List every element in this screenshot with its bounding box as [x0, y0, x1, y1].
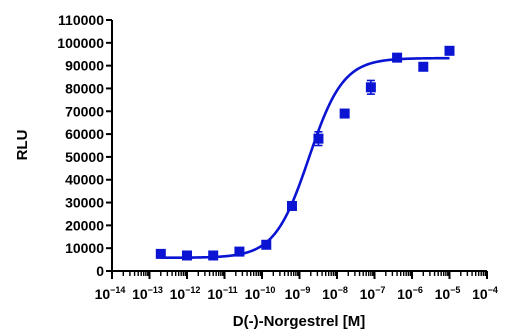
y-tick-label: 0 — [96, 263, 104, 279]
x-axis-title: D(-)-Norgestrel [M] — [233, 313, 366, 330]
y-tick-label: 100000 — [57, 35, 104, 51]
y-tick-label: 20000 — [65, 217, 104, 233]
y-tick-label: 10000 — [65, 240, 104, 256]
x-tick-label: 10−11 — [207, 285, 237, 302]
x-tick-label: 10−12 — [170, 285, 201, 302]
data-point — [339, 108, 350, 119]
y-tick-label: 80000 — [65, 80, 104, 96]
y-tick-label: 30000 — [65, 195, 104, 211]
x-tick-label: 10−7 — [360, 285, 386, 302]
data-point — [313, 133, 324, 144]
x-tick-label: 10−13 — [132, 285, 163, 302]
x-tick-label: 10−5 — [435, 285, 461, 302]
y-tick-label: 70000 — [65, 103, 104, 119]
data-point — [365, 82, 376, 93]
x-tick-label: 10−10 — [245, 285, 276, 302]
y-tick-label: 40000 — [65, 172, 104, 188]
data-point — [418, 61, 429, 72]
y-tick-label: 110000 — [58, 12, 104, 28]
x-tick-label: 10−9 — [285, 285, 311, 302]
x-tick-label: 10−4 — [472, 285, 498, 302]
y-tick-label: 60000 — [65, 126, 104, 142]
y-tick-label: 50000 — [65, 149, 104, 165]
y-axis: 0 10000 20000 30000 40000 50000 60000 70000 8000… — [57, 12, 113, 279]
y-tick-label: 90000 — [65, 58, 104, 74]
data-point — [234, 246, 245, 257]
y-axis-title: RLU — [14, 130, 31, 161]
data-point — [155, 248, 166, 259]
x-axis: 10−14 10−13 10−12 10−11 10−10 10−9 10−8 10−7 10−… — [95, 270, 498, 302]
data-point — [444, 45, 455, 56]
data-point — [208, 250, 219, 261]
fit-curve — [160, 56, 450, 260]
x-tick-label: 10−8 — [322, 285, 348, 302]
x-tick-label: 10−6 — [397, 285, 423, 302]
x-tick-label: 10−14 — [95, 285, 126, 302]
data-point — [261, 239, 272, 250]
fit-curves — [160, 56, 450, 260]
data-point — [392, 52, 403, 63]
data-point — [286, 200, 297, 211]
data-point — [182, 250, 192, 261]
data-points — [155, 45, 455, 261]
